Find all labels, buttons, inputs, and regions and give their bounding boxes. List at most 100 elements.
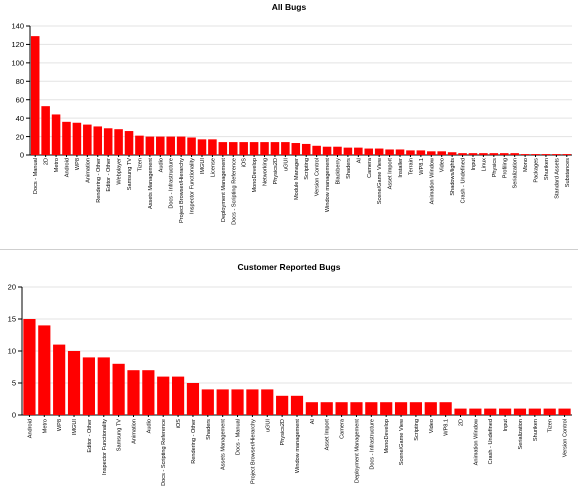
bar[interactable] — [427, 151, 436, 155]
bar[interactable] — [489, 153, 499, 155]
bar[interactable] — [484, 408, 497, 415]
bar[interactable] — [447, 152, 457, 155]
bar[interactable] — [499, 408, 512, 415]
bar[interactable] — [528, 408, 541, 415]
bar[interactable] — [41, 106, 50, 155]
bar[interactable] — [72, 122, 82, 155]
bar[interactable] — [305, 402, 318, 415]
category-label: Scripting — [414, 419, 420, 441]
bar[interactable] — [228, 142, 238, 155]
bar[interactable] — [261, 389, 274, 415]
bar[interactable] — [142, 370, 155, 415]
bar[interactable] — [301, 143, 311, 155]
bar[interactable] — [216, 389, 229, 415]
bar[interactable] — [82, 357, 95, 415]
bar[interactable] — [23, 319, 36, 415]
bar[interactable] — [112, 363, 125, 415]
bar[interactable] — [395, 149, 405, 155]
bar[interactable] — [380, 402, 393, 415]
bar[interactable] — [114, 129, 123, 155]
bar[interactable] — [51, 114, 61, 155]
bar[interactable] — [439, 402, 452, 415]
bar[interactable] — [171, 376, 185, 415]
bar[interactable] — [135, 135, 144, 155]
bar[interactable] — [166, 136, 175, 155]
bar[interactable] — [208, 139, 217, 155]
bar[interactable] — [510, 153, 519, 155]
bar[interactable] — [260, 142, 269, 155]
bar[interactable] — [103, 128, 113, 155]
bar[interactable] — [30, 36, 40, 156]
bar[interactable] — [246, 389, 259, 415]
bar[interactable] — [374, 148, 384, 155]
bar[interactable] — [499, 153, 509, 155]
bar[interactable] — [479, 153, 488, 155]
bar[interactable] — [543, 408, 556, 415]
bar[interactable] — [562, 154, 572, 155]
bar[interactable] — [333, 146, 342, 155]
bar[interactable] — [197, 139, 207, 155]
bar[interactable] — [276, 395, 289, 415]
bar[interactable] — [239, 142, 248, 155]
bar[interactable] — [424, 402, 437, 415]
category-label: Tizen — [137, 158, 143, 171]
bar[interactable] — [249, 142, 259, 155]
bar[interactable] — [67, 351, 81, 415]
bar[interactable] — [127, 370, 140, 415]
bar[interactable] — [83, 124, 92, 155]
bar[interactable] — [365, 402, 378, 415]
bar[interactable] — [454, 408, 467, 415]
bar[interactable] — [290, 395, 304, 415]
bar[interactable] — [145, 136, 155, 155]
bar[interactable] — [513, 408, 527, 415]
bar[interactable] — [468, 153, 478, 155]
bar[interactable] — [385, 149, 394, 155]
bar[interactable] — [176, 136, 186, 155]
chart-title: Customer Reported Bugs — [238, 262, 341, 272]
bar[interactable] — [312, 145, 321, 155]
bar[interactable] — [335, 402, 348, 415]
bar[interactable] — [270, 142, 280, 155]
bar[interactable] — [62, 121, 71, 155]
bar[interactable] — [558, 408, 571, 415]
category-label: Docs - Scripting Reference — [161, 419, 167, 486]
bar[interactable] — [93, 126, 103, 155]
bar[interactable] — [343, 147, 353, 155]
bar[interactable] — [281, 142, 290, 155]
bar[interactable] — [541, 154, 551, 155]
bar[interactable] — [186, 383, 200, 415]
bar[interactable] — [469, 408, 482, 415]
bar[interactable] — [350, 402, 363, 415]
bar[interactable] — [409, 402, 423, 415]
bar[interactable] — [322, 146, 332, 155]
bar[interactable] — [124, 131, 134, 155]
bar[interactable] — [187, 137, 196, 155]
category-label: AI — [310, 419, 316, 425]
bar[interactable] — [201, 389, 214, 415]
category-label: Profiling — [502, 158, 508, 178]
bar[interactable] — [406, 150, 415, 155]
bar[interactable] — [231, 389, 244, 415]
category-label: Input — [503, 419, 509, 432]
bar[interactable] — [218, 142, 228, 155]
bar[interactable] — [38, 325, 51, 415]
category-label: iOS — [176, 419, 182, 429]
bar[interactable] — [157, 376, 170, 415]
bar[interactable] — [394, 402, 408, 415]
bar[interactable] — [552, 154, 561, 155]
bar[interactable] — [97, 357, 110, 415]
bar[interactable] — [458, 153, 467, 155]
bar[interactable] — [437, 151, 446, 155]
bar[interactable] — [291, 143, 301, 155]
bar[interactable] — [156, 136, 165, 155]
bar[interactable] — [320, 402, 333, 415]
bar[interactable] — [520, 154, 530, 155]
bar[interactable] — [354, 147, 363, 155]
bar[interactable] — [364, 148, 374, 155]
category-label: WP8.1 — [419, 158, 425, 175]
bar[interactable] — [531, 154, 540, 155]
bar[interactable] — [416, 150, 426, 155]
category-label: Installer — [398, 158, 404, 178]
bar[interactable] — [53, 344, 66, 415]
y-tick-label: 10 — [8, 347, 16, 356]
